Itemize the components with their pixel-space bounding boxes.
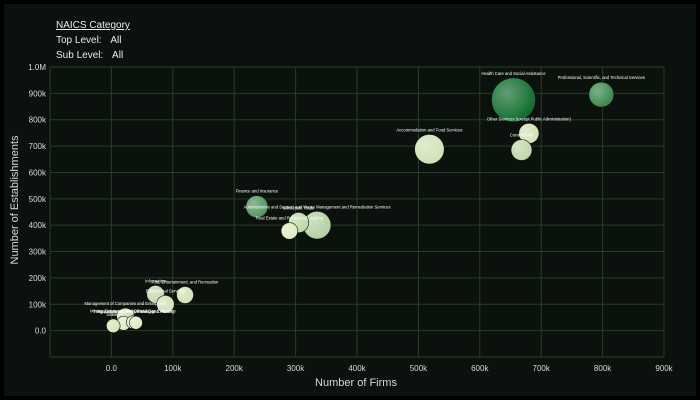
bubble-label: Transportation and Warehousing bbox=[93, 309, 154, 314]
bubble-highlight bbox=[281, 222, 298, 240]
bubble-highlight bbox=[414, 134, 445, 165]
top-level-label: Top Level: bbox=[56, 35, 102, 46]
x-tick-label: 700k bbox=[533, 364, 551, 373]
sub-level-label: Sub Level: bbox=[56, 50, 104, 61]
x-tick-label: 200k bbox=[226, 364, 244, 373]
bubble-label: Mining, Quarrying, and Oil and Gas Extra… bbox=[90, 309, 176, 314]
y-axis-label: Number of Establishments bbox=[9, 135, 21, 264]
bubble-highlight bbox=[303, 211, 331, 240]
bubble-label: Administrative and Support and Waste Man… bbox=[244, 204, 391, 209]
y-tick-label: 700k bbox=[29, 142, 47, 151]
x-tick-label: 0.0 bbox=[106, 364, 118, 373]
bubble-layer[interactable] bbox=[106, 77, 615, 334]
bubble-label: Finance and Insurance bbox=[236, 189, 279, 194]
filter-panel: NAICS Category Top Level: All Sub Level:… bbox=[56, 18, 130, 63]
bubble-label: Wholesale Trade bbox=[283, 205, 315, 210]
bubble-highlight bbox=[511, 139, 533, 161]
bubble-label: Professional, Scientific, and Technical … bbox=[558, 75, 645, 80]
bubble-highlight bbox=[156, 295, 175, 314]
x-tick-label: 900k bbox=[655, 364, 673, 373]
x-axis-label: Number of Firms bbox=[315, 377, 397, 389]
bubble-label: Management of Companies and Enterprises bbox=[85, 301, 167, 306]
bubble-highlight bbox=[491, 77, 536, 122]
bubble-highlight bbox=[129, 316, 143, 330]
bubble-label: Information bbox=[145, 278, 167, 283]
bubble-label: Real Estate and Rental and Leasing bbox=[256, 216, 324, 221]
bubble-label: Agriculture, Forestry, Fishing and Hunti… bbox=[97, 309, 175, 314]
bubble-label: Health Care and Social Assistance bbox=[481, 71, 546, 76]
bubble-highlight bbox=[176, 286, 194, 304]
bubble-highlight bbox=[518, 123, 540, 144]
bubble-label: Utilities bbox=[106, 312, 120, 317]
x-tick-label: 400k bbox=[348, 364, 366, 373]
y-tick-label: 600k bbox=[29, 168, 47, 177]
x-tick-label: 100k bbox=[164, 364, 182, 373]
sub-level-filter[interactable]: Sub Level: All bbox=[56, 48, 130, 63]
y-tick-label: 1.0M bbox=[28, 63, 46, 72]
y-tick-label: 200k bbox=[29, 274, 47, 283]
x-tick-label: 500k bbox=[410, 364, 428, 373]
bubble-label: Accommodation and Food Services bbox=[396, 127, 462, 132]
y-tick-label: 300k bbox=[29, 248, 47, 257]
bubble-label: Construction bbox=[510, 133, 534, 138]
bubble-highlight bbox=[106, 319, 121, 333]
y-tick-label: 0.0 bbox=[35, 327, 47, 336]
top-level-value[interactable]: All bbox=[110, 35, 122, 46]
y-axis-ticks: 0.0 100k 200k 300k 400k 500k 600k 700k 800k 900k 1… bbox=[28, 63, 47, 336]
bubble-label: Educational Services bbox=[146, 288, 185, 293]
filter-header[interactable]: NAICS Category bbox=[56, 20, 130, 31]
x-tick-label: 600k bbox=[471, 364, 489, 373]
x-tick-label: 800k bbox=[594, 364, 612, 373]
bubble-label-layer: Health Care and Social Assistance Profess… bbox=[85, 71, 645, 317]
y-tick-label: 500k bbox=[29, 195, 47, 204]
chart-panel: NAICS Category Top Level: All Sub Level:… bbox=[4, 4, 696, 396]
y-tick-label: 100k bbox=[29, 300, 47, 309]
bubble-label: Other Services (except Public Administra… bbox=[487, 116, 572, 121]
y-tick-label: 900k bbox=[29, 89, 47, 98]
bubble-highlight bbox=[245, 195, 268, 218]
bubble-label: Arts, Entertainment, and Recreation bbox=[152, 280, 219, 285]
top-level-filter[interactable]: Top Level: All bbox=[56, 33, 130, 48]
bubble-chart[interactable]: 0.0 100k 200k 300k 400k 500k 600k 700k 800k 900k … bbox=[4, 4, 696, 396]
bubble-highlight bbox=[588, 82, 614, 108]
y-tick-label: 800k bbox=[29, 116, 47, 125]
grid-lines bbox=[49, 66, 665, 358]
sub-level-value[interactable]: All bbox=[112, 50, 124, 61]
x-tick-label: 300k bbox=[287, 364, 305, 373]
y-tick-label: 400k bbox=[29, 221, 47, 230]
x-axis-ticks: 0.0 100k 200k 300k 400k 500k 600k 700k 800k 900k bbox=[106, 364, 674, 373]
